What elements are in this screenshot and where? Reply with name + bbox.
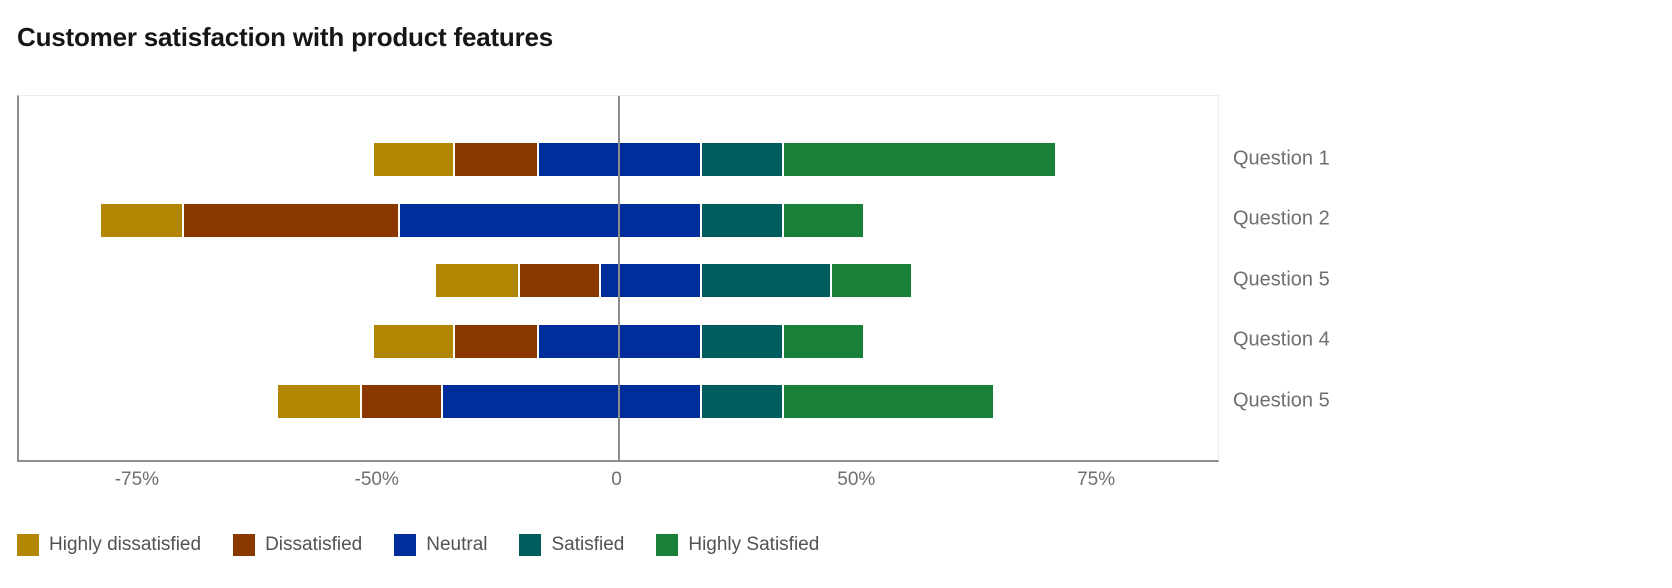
- legend-label: Highly dissatisfied: [49, 534, 202, 555]
- bar-row-4: [19, 324, 1218, 358]
- bar-segment-satisfied[interactable]: [700, 324, 782, 358]
- legend-item-highly-dissatisfied[interactable]: Highly dissatisfied: [17, 534, 201, 556]
- legend: Highly dissatisfied Dissatisfied Neutral Sa…: [17, 534, 851, 556]
- bar-segment-dissatisfied[interactable]: [359, 385, 442, 418]
- legend-item-dissatisfied[interactable]: Dissatisfied: [233, 534, 362, 556]
- bar-segment-highly-dissatisfied[interactable]: [277, 385, 360, 418]
- bar-segment-highly-satisfied[interactable]: [829, 264, 912, 297]
- legend-swatch-highly-satisfied: [656, 534, 679, 556]
- row-label-3: Question 5: [1233, 268, 1330, 290]
- bar-segment-neutral[interactable]: [441, 385, 701, 418]
- bar-segment-satisfied[interactable]: [700, 385, 782, 418]
- bar-segment-highly-dissatisfied[interactable]: [436, 264, 518, 297]
- x-tick-label: -75%: [114, 469, 160, 490]
- legend-swatch-highly-dissatisfied: [17, 534, 39, 556]
- bar-segment-neutral[interactable]: [397, 203, 701, 237]
- bar-row-1: [19, 143, 1218, 176]
- x-tick-label: 0: [611, 469, 622, 490]
- x-tick-label: 75%: [1077, 469, 1116, 490]
- legend-swatch-satisfied: [519, 534, 542, 556]
- legend-item-neutral[interactable]: Neutral: [394, 534, 487, 556]
- x-tick-label: 50%: [837, 469, 876, 490]
- bar-segment-dissatisfied[interactable]: [517, 264, 600, 297]
- y-axis-row-labels: Question 1 Question 2 Question 5 Question 4…: [1233, 0, 1653, 470]
- legend-label: Neutral: [426, 534, 488, 555]
- legend-item-highly-satisfied[interactable]: Highly Satisfied: [656, 534, 819, 556]
- bar-row-2: [19, 203, 1218, 237]
- bar-segment-dissatisfied[interactable]: [453, 324, 537, 358]
- row-label-5: Question 5: [1233, 389, 1330, 411]
- plot-area: [17, 95, 1219, 462]
- legend-label: Dissatisfied: [265, 534, 363, 555]
- legend-item-satisfied[interactable]: Satisfied: [519, 534, 624, 556]
- legend-label: Highly Satisfied: [688, 534, 820, 555]
- bar-segment-highly-satisfied[interactable]: [781, 324, 864, 358]
- x-tick-label: -50%: [354, 469, 399, 490]
- legend-swatch-dissatisfied: [233, 534, 256, 556]
- row-label-2: Question 2: [1233, 207, 1330, 230]
- x-axis-ticks: -75% -50% 0 50% 75%: [17, 469, 1216, 495]
- bar-segment-highly-dissatisfied[interactable]: [373, 143, 454, 176]
- bar-row-5: [19, 385, 1218, 418]
- row-label-4: Question 4: [1233, 328, 1330, 351]
- legend-label: Satisfied: [551, 534, 625, 555]
- legend-swatch-neutral: [394, 534, 417, 556]
- row-label-1: Question 1: [1233, 147, 1330, 169]
- zero-gridline: [617, 96, 620, 460]
- bar-segment-highly-dissatisfied[interactable]: [100, 203, 183, 237]
- bar-segment-satisfied[interactable]: [700, 264, 830, 297]
- bar-segment-highly-satisfied[interactable]: [781, 385, 993, 418]
- bar-segment-satisfied[interactable]: [700, 143, 782, 176]
- bar-segment-dissatisfied[interactable]: [453, 143, 537, 176]
- bar-segment-highly-dissatisfied[interactable]: [373, 324, 454, 358]
- bar-segment-highly-satisfied[interactable]: [781, 203, 864, 237]
- bar-row-3: [19, 264, 1218, 297]
- bar-segment-satisfied[interactable]: [700, 203, 782, 237]
- bar-segment-highly-satisfied[interactable]: [781, 143, 1055, 176]
- bar-segment-neutral[interactable]: [599, 264, 701, 297]
- bar-segment-dissatisfied[interactable]: [182, 203, 398, 237]
- chart-title: Customer satisfaction with product featu…: [17, 22, 554, 52]
